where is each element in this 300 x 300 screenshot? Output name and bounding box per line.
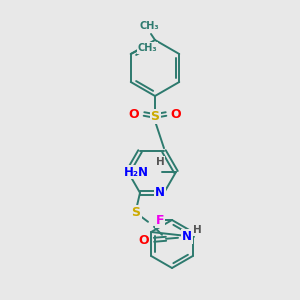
Text: F: F: [156, 214, 164, 226]
Text: O: O: [129, 107, 139, 121]
Text: H₂N: H₂N: [124, 166, 149, 178]
Text: S: S: [131, 206, 140, 219]
Text: N: N: [182, 230, 192, 243]
Text: N: N: [127, 166, 137, 178]
Text: N: N: [155, 186, 165, 199]
Text: O: O: [171, 107, 181, 121]
Text: H: H: [156, 157, 164, 167]
Text: CH₃: CH₃: [138, 43, 158, 53]
Text: S: S: [151, 110, 160, 122]
Text: O: O: [139, 234, 149, 247]
Text: H: H: [193, 225, 201, 235]
Text: CH₃: CH₃: [139, 21, 159, 31]
